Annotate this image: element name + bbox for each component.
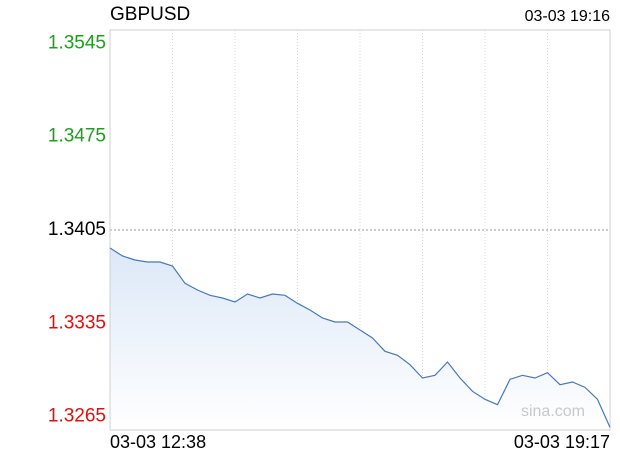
plot-frame: [109, 29, 611, 431]
chart-title: GBPUSD: [110, 4, 190, 25]
y-tick-label: 1.3405: [48, 219, 106, 240]
watermark: sina.com: [521, 403, 585, 420]
y-tick-label: 1.3265: [48, 406, 106, 427]
y-tick-label: 1.3545: [48, 32, 106, 53]
x-start-label: 03-03 12:38: [110, 432, 206, 452]
x-end-label: 03-03 19:17: [514, 432, 610, 452]
area: [110, 248, 610, 430]
y-tick-label: 1.3335: [48, 312, 106, 333]
y-tick-label: 1.3475: [48, 126, 106, 147]
price-line: [109, 247, 611, 428]
timestamp: 03-03 19:16: [525, 8, 611, 25]
